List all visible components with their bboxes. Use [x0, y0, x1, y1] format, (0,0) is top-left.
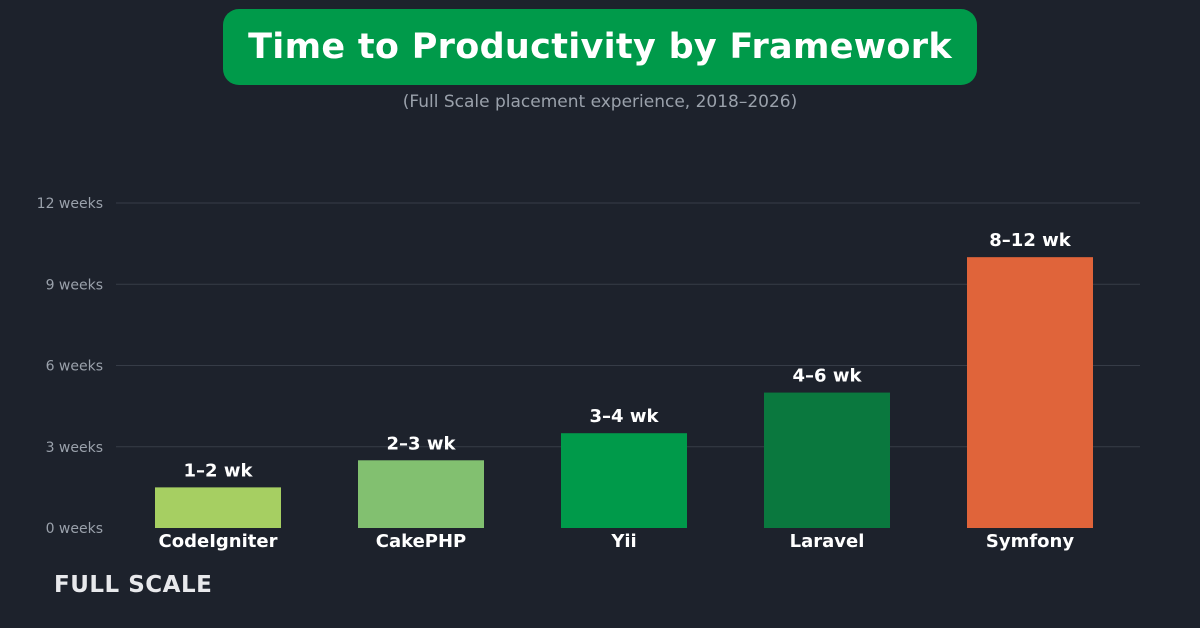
- x-tick-label: Yii: [610, 531, 636, 552]
- data-label: 1–2 wk: [184, 460, 254, 481]
- bar-yii: [561, 433, 687, 528]
- data-label: 8–12 wk: [989, 230, 1071, 251]
- bar-laravel: [764, 392, 890, 528]
- chart-subtitle: (Full Scale placement experience, 2018–2…: [402, 92, 798, 112]
- data-label: 4–6 wk: [793, 366, 863, 387]
- x-tick-label: Laravel: [790, 531, 865, 552]
- y-tick-label: 0 weeks: [46, 521, 103, 537]
- bars: [155, 257, 1093, 528]
- y-tick-label: 3 weeks: [46, 440, 103, 456]
- y-tick-label: 9 weeks: [46, 277, 103, 293]
- bar-codeigniter: [155, 487, 281, 528]
- title-banner: Time to Productivity by Framework: [223, 9, 977, 85]
- chart-title: Time to Productivity by Framework: [248, 27, 952, 67]
- x-tick-label: Symfony: [986, 531, 1074, 552]
- x-tick-label: CakePHP: [376, 531, 467, 552]
- y-tick-label: 12 weeks: [37, 196, 103, 212]
- bar-symfony: [967, 257, 1093, 528]
- x-axis-ticks: CodeIgniter CakePHP Yii Laravel Symfony: [159, 531, 1075, 552]
- bar-cakephp: [358, 460, 484, 528]
- y-tick-label: 6 weeks: [46, 359, 103, 375]
- data-label: 2–3 wk: [387, 433, 457, 454]
- y-axis-ticks: 0 weeks 3 weeks 6 weeks 9 weeks 12 weeks: [37, 196, 103, 537]
- data-labels: 1–2 wk 2–3 wk 3–4 wk 4–6 wk 8–12 wk: [184, 230, 1072, 481]
- data-label: 3–4 wk: [590, 406, 660, 427]
- brand-logo-text: FULL SCALE: [54, 572, 213, 598]
- x-tick-label: CodeIgniter: [159, 531, 278, 552]
